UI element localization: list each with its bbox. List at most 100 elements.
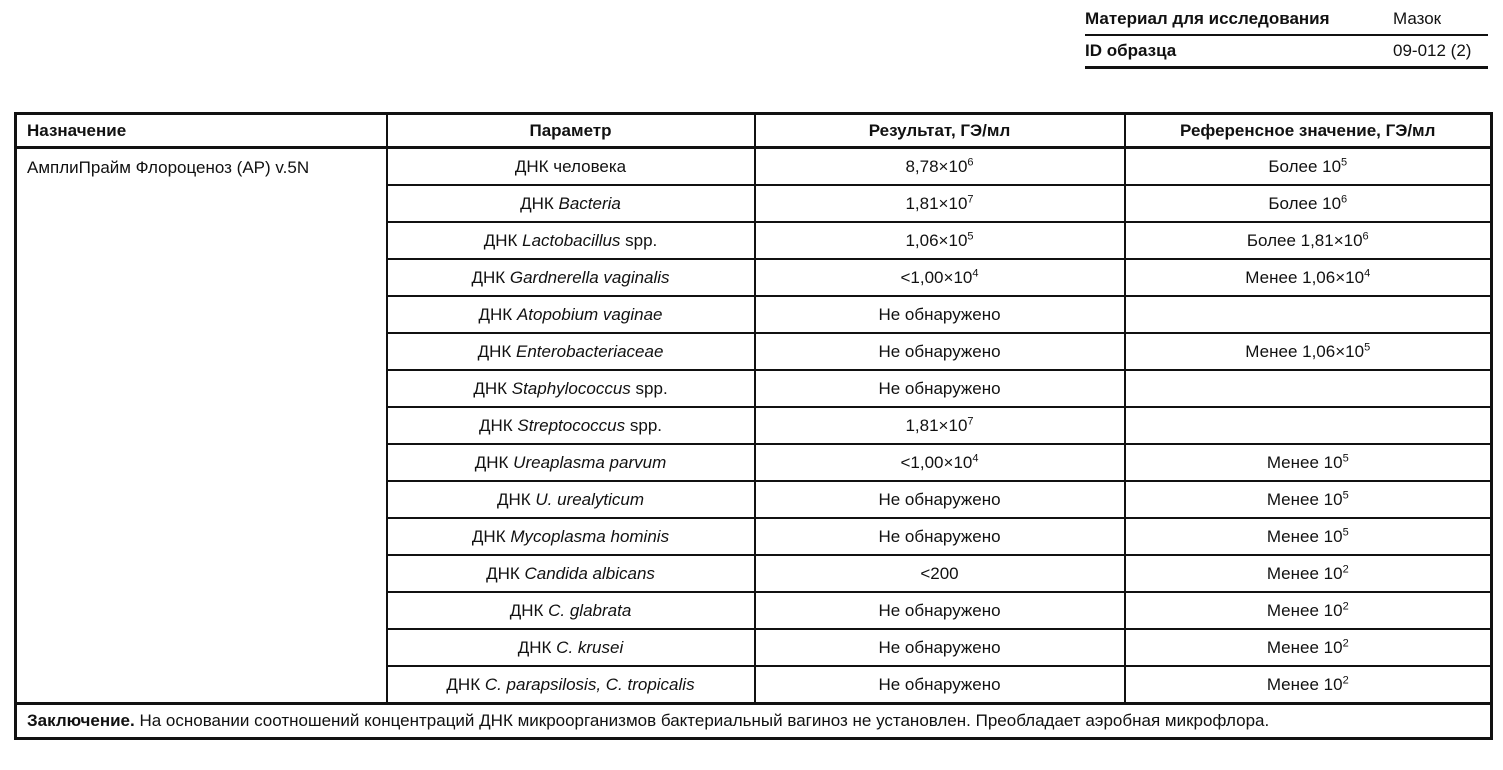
parameter-cell: ДНК Streptococcus spp. — [385, 406, 756, 445]
reference-cell: Менее 102 — [1123, 554, 1493, 593]
param-organism: Candida albicans — [524, 563, 655, 583]
sample-info-block: Материал для исследования Мазок ID образ… — [1085, 4, 1488, 69]
parameter-cell: ДНК Staphylococcus spp. — [385, 369, 756, 408]
reference-value: Менее 10 — [1266, 674, 1343, 694]
result-exponent: 4 — [972, 451, 979, 464]
table-row: ДНК Gardnerella vaginalis <1,00×104 Мене… — [16, 258, 1493, 297]
conclusion-text: На основании соотношений концентраций ДН… — [134, 711, 1270, 730]
reference-exponent: 6 — [1341, 192, 1348, 205]
result-value: 1,81×10 — [905, 193, 968, 213]
parameter-cell: ДНК Atopobium vaginae — [385, 295, 756, 334]
reference-cell: Менее 105 — [1123, 517, 1493, 556]
param-prefix: ДНК — [520, 193, 559, 213]
param-prefix: ДНК — [478, 304, 517, 324]
reference-cell — [1123, 369, 1493, 408]
param-prefix: ДНК — [474, 452, 514, 472]
result-value: <200 — [920, 563, 959, 583]
header-parameter: Параметр — [385, 112, 756, 149]
result-exponent: 7 — [967, 414, 974, 427]
parameter-cell: ДНК C. parapsilosis, C. tropicalis — [385, 665, 756, 705]
result-cell: Не обнаружено — [753, 480, 1126, 519]
parameter-cell: ДНК человека — [385, 146, 756, 186]
result-value: <1,00×10 — [900, 452, 973, 472]
header-reference: Референсное значение, ГЭ/мл — [1123, 112, 1493, 149]
reference-exponent: 4 — [1364, 266, 1371, 279]
result-cell: Не обнаружено — [753, 369, 1126, 408]
reference-exponent: 5 — [1342, 525, 1349, 538]
result-exponent: 4 — [972, 266, 979, 279]
param-organism: Mycoplasma hominis — [510, 526, 670, 546]
conclusion-row: Заключение. На основании соотношений кон… — [14, 702, 1493, 740]
param-prefix: ДНК — [446, 674, 485, 694]
reference-cell: Менее 102 — [1123, 665, 1493, 705]
sample-id-value: 09-012 (2) — [1393, 40, 1472, 60]
param-prefix: ДНК — [473, 378, 512, 398]
reference-exponent: 5 — [1342, 451, 1349, 464]
param-suffix: spp. — [620, 230, 658, 250]
result-cell: Не обнаружено — [753, 665, 1126, 705]
param-prefix: ДНК — [483, 230, 523, 250]
reference-exponent: 5 — [1342, 488, 1349, 501]
parameter-cell: ДНК Gardnerella vaginalis — [385, 258, 756, 297]
result-cell: Не обнаружено — [753, 517, 1126, 556]
parameter-cell: ДНК Ureaplasma parvum — [385, 443, 756, 482]
reference-value: Более 1,81×10 — [1246, 230, 1363, 250]
result-cell: <1,00×104 — [753, 443, 1126, 482]
reference-exponent: 5 — [1364, 340, 1371, 353]
reference-value: Менее 10 — [1266, 526, 1343, 546]
table-row: ДНК C. glabrata Не обнаружено Менее 102 — [16, 591, 1493, 630]
param-organism: C. krusei — [556, 637, 624, 657]
reference-value: Менее 10 — [1266, 452, 1343, 472]
reference-exponent: 2 — [1342, 599, 1349, 612]
param-organism: C. glabrata — [548, 600, 632, 620]
table-row: АмплиПрайм Флороценоз (АР) v.5N ДНК челов… — [14, 146, 1493, 705]
result-exponent: 6 — [967, 155, 974, 168]
reference-cell: Более 106 — [1123, 184, 1493, 223]
table-row: ДНК Streptococcus spp. 1,81×107 — [16, 406, 1493, 445]
reference-exponent: 2 — [1342, 636, 1349, 649]
param-prefix: ДНК — [478, 415, 518, 435]
param-organism: U. urealyticum — [535, 489, 645, 509]
parameter-cell: ДНК C. glabrata — [385, 591, 756, 630]
result-cell: 1,81×107 — [753, 184, 1126, 223]
table-row: ДНК Lactobacillus spp. 1,06×105 Более 1,… — [16, 221, 1493, 260]
reference-cell: Менее 102 — [1123, 591, 1493, 630]
table-row: ДНК Ureaplasma parvum <1,00×104 Менее 10… — [16, 443, 1493, 482]
reference-value: Более 10 — [1268, 156, 1342, 176]
param-organism: Lactobacillus — [522, 230, 621, 250]
param-organism: Atopobium vaginae — [516, 304, 663, 324]
param-organism: Staphylococcus — [511, 378, 631, 398]
reference-cell: Менее 105 — [1123, 443, 1493, 482]
reference-cell: Менее 1,06×105 — [1123, 332, 1493, 371]
result-value: Не обнаружено — [878, 637, 1001, 657]
result-cell: 1,81×107 — [753, 406, 1126, 445]
param-organism: Bacteria — [558, 193, 621, 213]
reference-cell: Менее 1,06×104 — [1123, 258, 1493, 297]
reference-cell — [1123, 406, 1493, 445]
reference-cell: Менее 102 — [1123, 628, 1493, 667]
result-exponent: 7 — [967, 192, 974, 205]
table-row: ДНК Atopobium vaginae Не обнаружено — [16, 295, 1493, 334]
reference-value: Менее 1,06×10 — [1245, 267, 1365, 287]
result-exponent: 5 — [967, 229, 974, 242]
sample-info-row-material: Материал для исследования Мазок — [1085, 4, 1488, 36]
result-cell: <1,00×104 — [753, 258, 1126, 297]
result-value: Не обнаружено — [878, 341, 1001, 361]
param-prefix: ДНК — [477, 341, 516, 361]
parameter-cell: ДНК U. urealyticum — [385, 480, 756, 519]
reference-value: Менее 10 — [1266, 637, 1343, 657]
parameter-cell: ДНК Enterobacteriaceae — [385, 332, 756, 371]
reference-value: Менее 10 — [1266, 600, 1343, 620]
reference-exponent: 6 — [1362, 229, 1369, 242]
result-value: Не обнаружено — [878, 600, 1001, 620]
reference-cell — [1123, 295, 1493, 334]
result-cell: 1,06×105 — [753, 221, 1126, 260]
table-row: ДНК C. krusei Не обнаружено Менее 102 — [16, 628, 1493, 667]
param-prefix: ДНК — [509, 600, 549, 620]
param-suffix: spp. — [625, 415, 662, 435]
reference-value: Менее 1,06×10 — [1245, 341, 1365, 361]
param-prefix: ДНК — [517, 637, 557, 657]
param-prefix: ДНК человека — [514, 156, 627, 176]
table-row: ДНК Candida albicans <200 Менее 102 — [16, 554, 1493, 593]
reference-value: Более 10 — [1268, 193, 1342, 213]
